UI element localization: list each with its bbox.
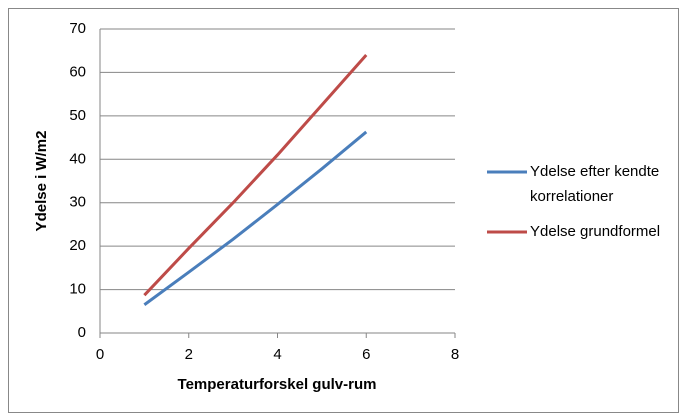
y-tick-label: 50 <box>69 107 86 124</box>
y-tick-label: 20 <box>69 237 86 254</box>
x-tick-label: 2 <box>185 346 193 363</box>
x-tick-label: 8 <box>451 346 459 363</box>
series-line <box>143 54 368 297</box>
chart-border <box>8 8 679 413</box>
y-axis-label: Ydelse i W/m2 <box>33 131 50 232</box>
series-line <box>143 130 368 306</box>
y-tick-label: 10 <box>69 281 86 298</box>
x-tick-label: 6 <box>362 346 370 363</box>
y-tick-label: 30 <box>69 194 86 211</box>
x-tick-label: 4 <box>273 346 281 363</box>
x-axis-label: Temperaturforskel gulv-rum <box>178 376 377 393</box>
y-tick-label: 0 <box>78 324 86 341</box>
y-tick-label: 40 <box>69 150 86 167</box>
y-tick-label: 60 <box>69 63 86 80</box>
legend-label: Ydelse grundformel <box>530 223 661 240</box>
legend-label: Ydelse efter kendte korrelationer <box>530 163 660 205</box>
y-tick-label: 70 <box>69 20 86 37</box>
x-tick-label: 0 <box>96 346 104 363</box>
